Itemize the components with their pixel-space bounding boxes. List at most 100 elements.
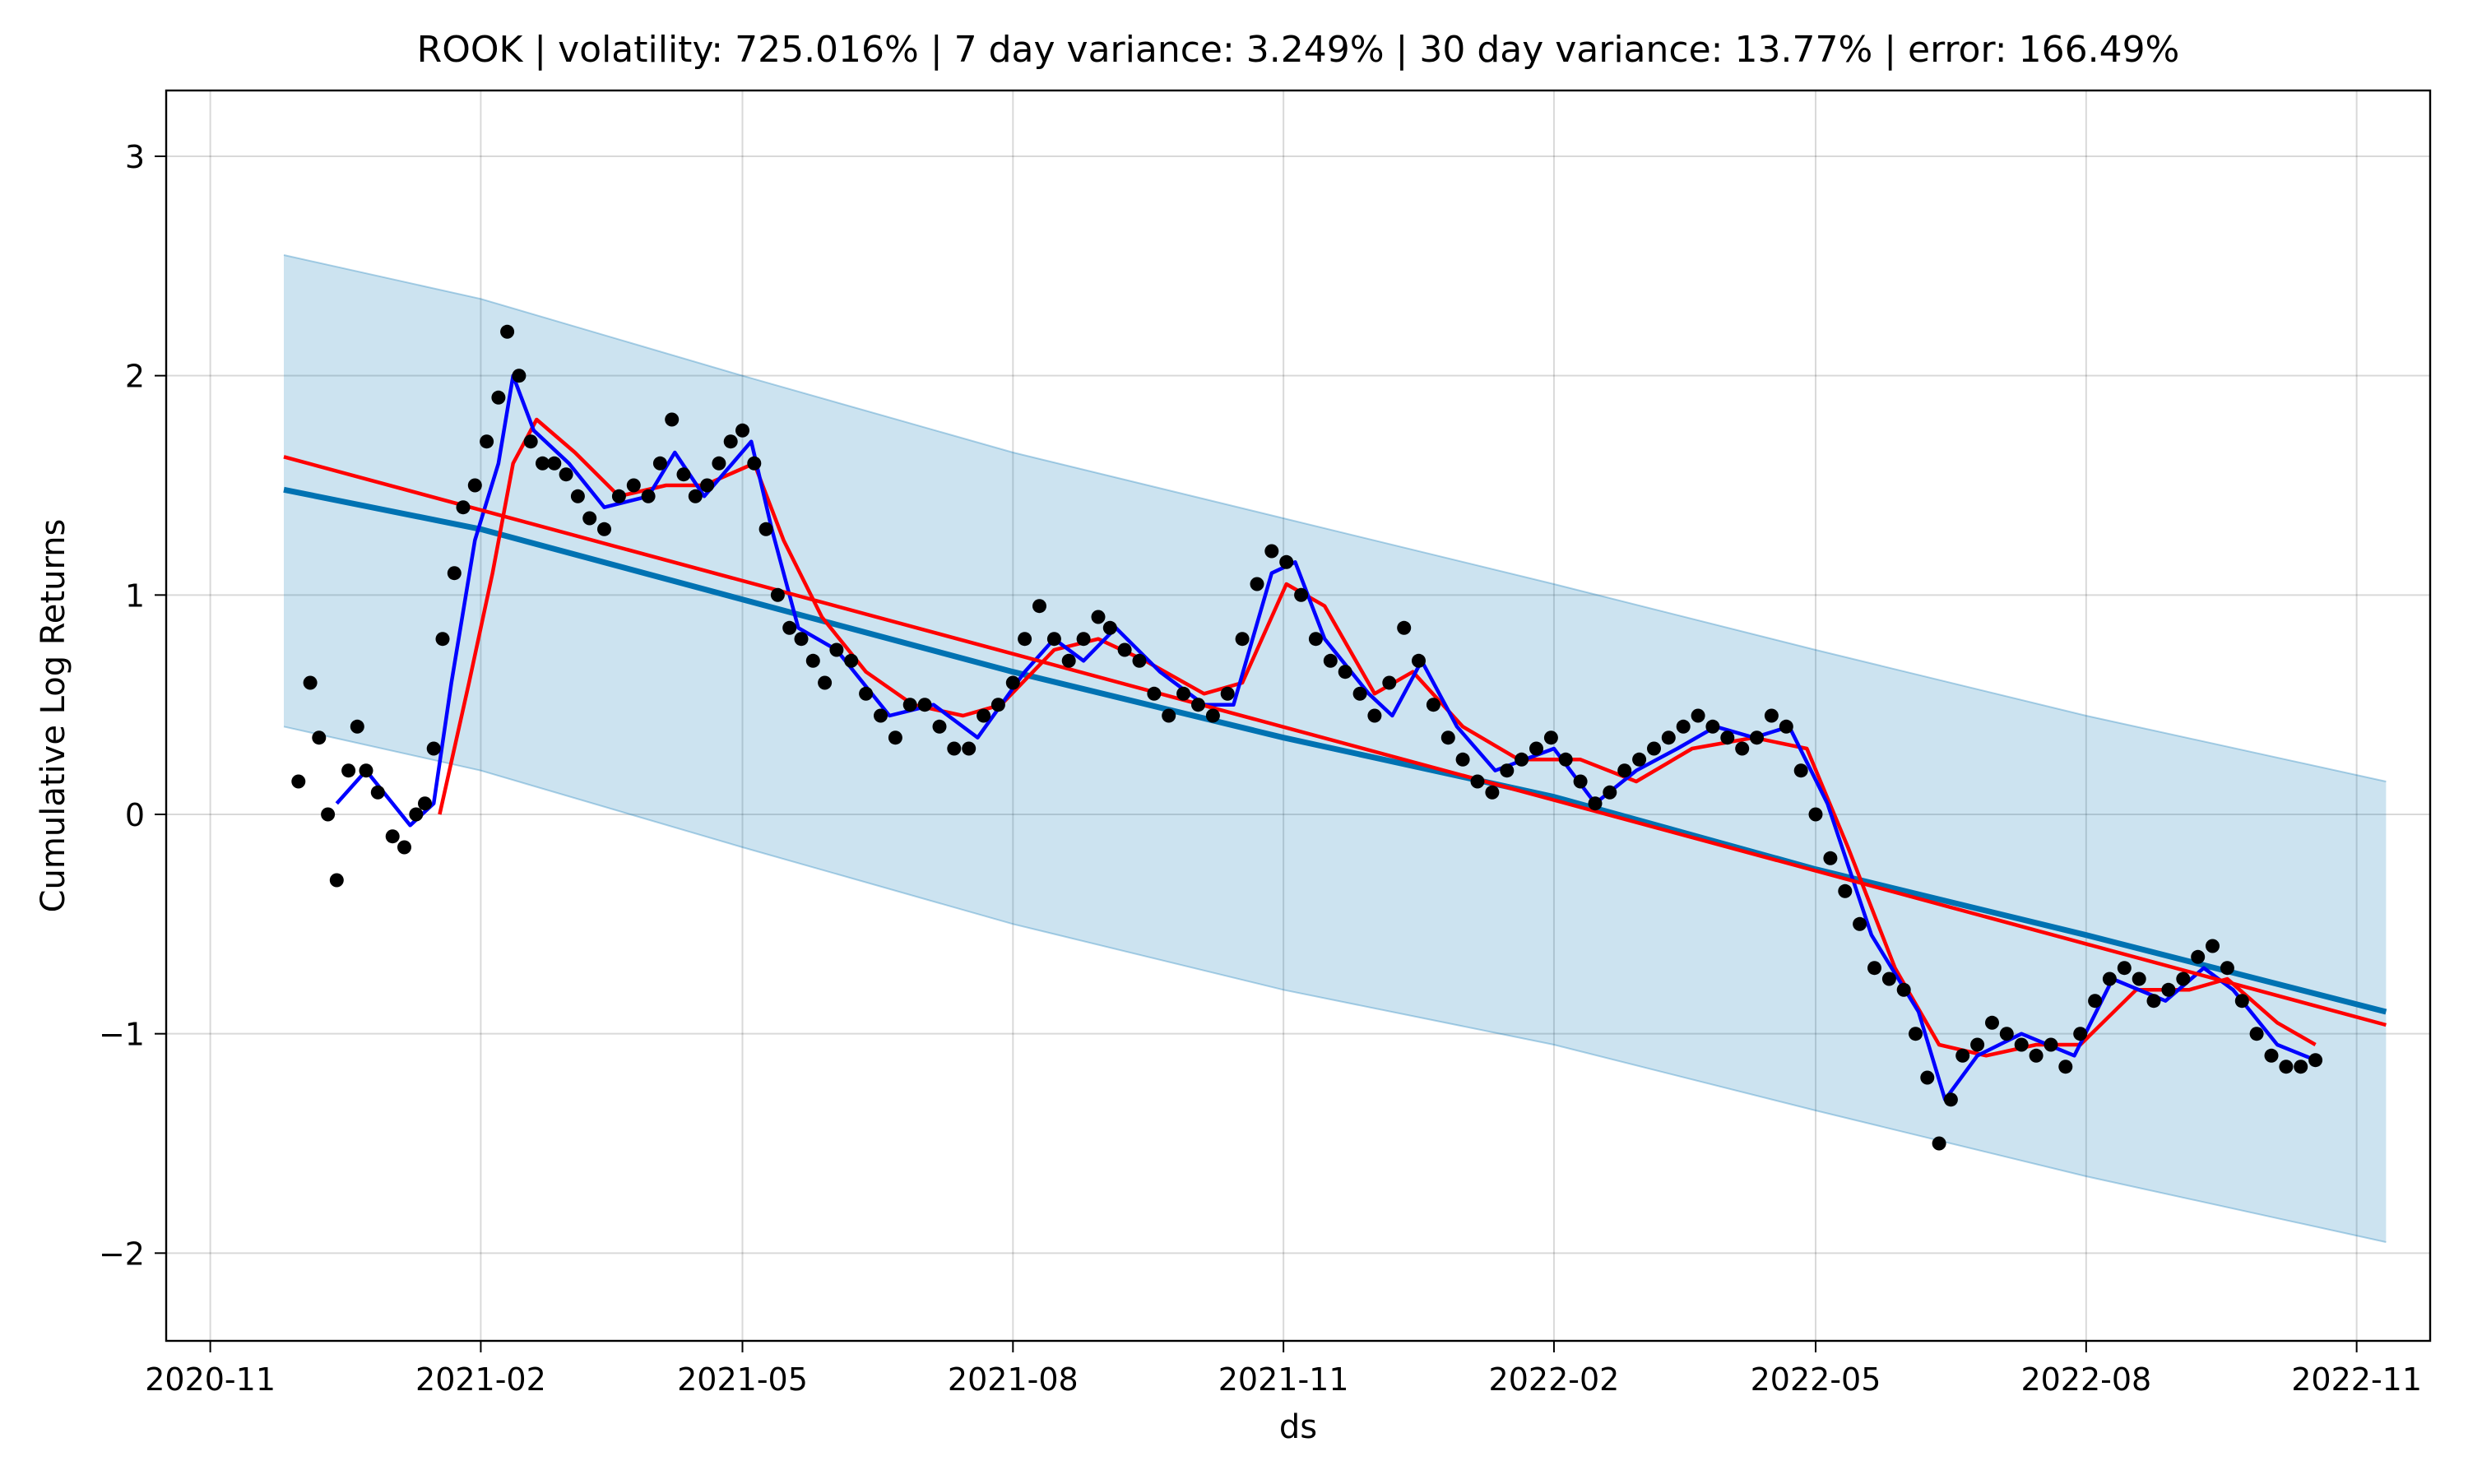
actual-point	[805, 653, 820, 668]
actual-point	[480, 434, 494, 449]
actual-point	[435, 632, 450, 647]
actual-point	[794, 632, 809, 647]
actual-point	[1117, 642, 1132, 657]
actual-point	[1779, 719, 1793, 734]
actual-point	[641, 489, 656, 503]
actual-point	[723, 434, 738, 449]
actual-point	[409, 807, 424, 822]
actual-point	[818, 675, 833, 690]
actual-point	[359, 763, 373, 778]
actual-point	[1076, 632, 1091, 647]
x-tick-label: 2021-08	[948, 1361, 1079, 1398]
actual-point	[1132, 653, 1147, 668]
actual-point	[547, 456, 562, 471]
actual-point	[1382, 675, 1397, 690]
actual-point	[688, 489, 703, 503]
actual-point	[2279, 1060, 2294, 1074]
actual-point	[1764, 708, 1779, 723]
actual-point	[2088, 994, 2103, 1009]
actual-point	[2249, 1027, 2264, 1041]
actual-point	[2294, 1060, 2308, 1074]
actual-point	[1046, 632, 1061, 647]
actual-point	[700, 478, 715, 493]
actual-point	[676, 467, 691, 482]
actual-point	[2264, 1048, 2279, 1063]
actual-point	[947, 741, 962, 756]
uncertainty-band-lower	[283, 726, 2387, 1243]
actual-point	[1455, 752, 1470, 767]
actual-point	[2132, 972, 2146, 986]
actual-point	[1735, 741, 1750, 756]
actual-point	[747, 456, 762, 471]
actual-point	[1985, 1015, 1999, 1030]
actual-point	[559, 467, 573, 482]
x-tick-label: 2021-11	[1218, 1361, 1349, 1398]
y-axis-label: Cumulative Log Returns	[35, 519, 72, 913]
actual-point	[665, 412, 680, 427]
chart-title: ROOK | volatility: 725.016% | 7 day vari…	[417, 29, 2180, 71]
actual-point	[917, 698, 932, 712]
actual-point	[2044, 1037, 2058, 1052]
actual-point	[1470, 774, 1485, 789]
actual-point	[2220, 961, 2234, 976]
actual-point	[456, 500, 471, 515]
actual-point	[1909, 1027, 1923, 1041]
x-tick-label: 2022-11	[2291, 1361, 2422, 1398]
actual-point	[844, 653, 859, 668]
actual-point	[2073, 1027, 2088, 1041]
y-tick-label: 0	[125, 797, 145, 833]
actual-point	[291, 774, 306, 789]
actual-point	[1352, 686, 1367, 701]
actual-point	[426, 741, 441, 756]
y-tick-label: 3	[125, 139, 145, 175]
actual-point	[1250, 577, 1264, 591]
actual-point	[303, 675, 318, 690]
actual-point	[1162, 708, 1176, 723]
forecast-line	[283, 486, 2387, 1015]
actual-point	[2146, 994, 2161, 1009]
actual-point	[1720, 730, 1735, 745]
actual-point	[1823, 851, 1838, 865]
actual-point	[2176, 972, 2191, 986]
actual-point	[1294, 587, 1309, 602]
actual-point	[2191, 949, 2206, 964]
actual-point	[2206, 939, 2220, 953]
slow-moving-average-line	[438, 417, 2317, 1058]
actual-point	[758, 522, 773, 536]
x-axis-ticks: 2020-11 2021-02 2021-05 2021-08 2021-11 2022-…	[145, 1341, 2422, 1398]
actual-point	[611, 489, 626, 503]
x-tick-label: 2021-02	[415, 1361, 546, 1398]
y-axis-ticks: −2 −1 0 1 2 3	[99, 139, 166, 1272]
actual-point	[1308, 632, 1323, 647]
actual-point	[2102, 972, 2117, 986]
actual-point	[1632, 752, 1647, 767]
actual-point	[1018, 632, 1032, 647]
actual-point	[1558, 752, 1573, 767]
actual-point	[735, 423, 749, 438]
actual-point	[536, 456, 550, 471]
actual-point	[1397, 620, 1412, 635]
grid	[166, 90, 2430, 1341]
actual-point	[874, 708, 888, 723]
actual-point	[1705, 719, 1720, 734]
actual-point	[1091, 610, 1106, 624]
actual-point	[467, 478, 482, 493]
actual-point	[1412, 653, 1426, 668]
actual-point	[859, 686, 874, 701]
actual-point	[932, 719, 947, 734]
actual-point	[500, 324, 515, 339]
actual-point	[512, 369, 527, 383]
actual-point	[2308, 1053, 2323, 1068]
actual-point	[1588, 796, 1603, 811]
actual-point	[1896, 982, 1911, 997]
actual-point	[1235, 632, 1250, 647]
actual-point	[570, 489, 585, 503]
y-tick-label: −2	[99, 1236, 145, 1272]
actual-point	[1102, 620, 1117, 635]
x-tick-label: 2022-02	[1489, 1361, 1620, 1398]
actual-point	[597, 522, 611, 536]
actual-point	[312, 730, 327, 745]
